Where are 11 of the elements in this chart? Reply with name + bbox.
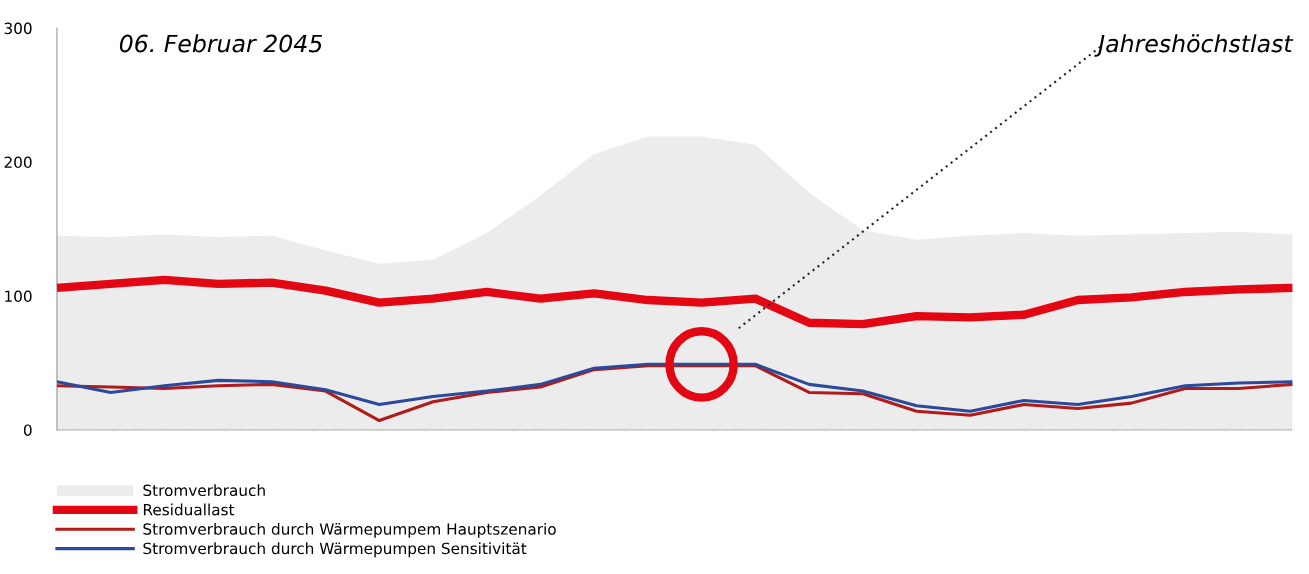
- y-tick-label: 200: [4, 156, 32, 169]
- y-tick-label: 300: [4, 22, 32, 35]
- chart-title: 06. Februar 2045: [119, 34, 323, 53]
- y-tick-label: 0: [23, 424, 32, 436]
- legend-label: Stromverbrauch durch Wärmepumpen Sensitivität: [143, 542, 527, 558]
- legend-label: Stromverbrauch: [143, 484, 265, 497]
- y-tick-label: 100: [5, 290, 32, 303]
- line-series: [56, 362, 1293, 413]
- legend-label: Residuallast: [143, 503, 235, 516]
- annotation: Jahreshöchstlast: [1094, 34, 1294, 57]
- legend-label: Stromverbrauch durch Wärmepumpem Hauptszenario: [143, 522, 556, 538]
